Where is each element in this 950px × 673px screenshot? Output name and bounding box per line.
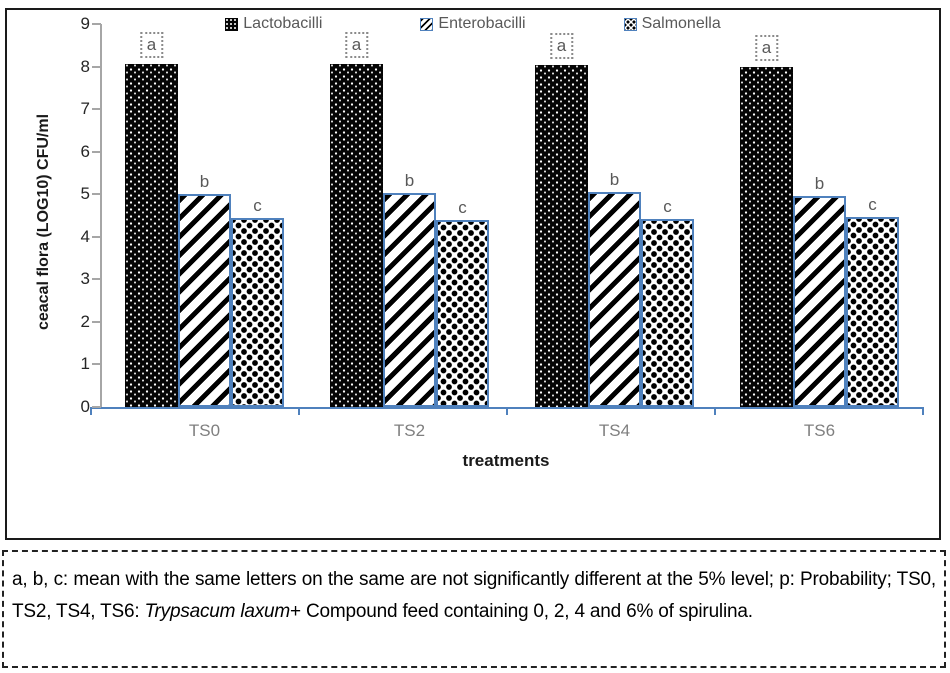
y-tick-label: 4 (80, 226, 90, 246)
significance-letter-b: b (404, 171, 415, 190)
y-tick-mark (92, 320, 101, 323)
significance-letter-b: b (609, 170, 620, 189)
y-tick-label: 5 (80, 184, 90, 204)
y-tick-mark (92, 406, 101, 408)
x-tick-mark (506, 407, 508, 415)
chart-frame: Lactobacilli Enterobacilli Salmonella ce… (5, 8, 941, 540)
y-tick-mark (92, 65, 101, 68)
significance-letter-a: a (344, 32, 369, 58)
bar-lactobacilli-ts0: a (125, 32, 178, 407)
salmonella-swatch-icon (623, 17, 637, 31)
x-category-labels: TS0 TS2 TS4 TS6 (102, 421, 922, 441)
caption-text: a, b, c: mean with the same letters on t… (12, 564, 936, 628)
x-tick-mark (922, 407, 924, 415)
x-tick-mark (714, 407, 716, 415)
x-category-label-ts4: TS4 (598, 421, 631, 440)
bar-enterobacilli-ts2: b (383, 172, 436, 407)
legend-item-salmonella: Salmonella (623, 15, 721, 33)
caption-segment-2: + Compound feed containing 0, 2, 4 and 6… (290, 600, 753, 622)
significance-letter-a: a (139, 32, 164, 58)
significance-letter-c: c (458, 198, 467, 217)
y-tick-mark (92, 363, 101, 366)
y-tick-mark (92, 278, 101, 281)
bar-enterobacilli-ts0: b (178, 173, 231, 407)
bar-group-ts6: a b c (717, 24, 922, 407)
y-tick-mark (92, 150, 101, 153)
bar-salmonella-ts0: c (231, 197, 284, 407)
caption-box: a, b, c: mean with the same letters on t… (2, 550, 946, 668)
caption-species-italic: Trypsacum laxum (144, 600, 291, 622)
y-tick-mark (92, 108, 101, 111)
y-tick-mark (92, 193, 101, 196)
legend-label-salmonella: Salmonella (641, 15, 721, 32)
legend-label-lactobacilli: Lactobacilli (243, 15, 323, 32)
bar-lactobacilli-ts4: a (535, 33, 588, 407)
significance-letter-b: b (814, 174, 825, 193)
y-tick-label: 2 (80, 311, 90, 331)
significance-letter-c: c (663, 197, 672, 216)
significance-letter-c: c (868, 195, 877, 214)
y-tick-mark (92, 235, 101, 238)
significance-letter-a: a (754, 35, 779, 61)
y-axis-title: ceacal flora (LOG10) CFU/ml (35, 113, 52, 331)
y-tick-label: 3 (80, 269, 90, 289)
bar-lactobacilli-ts6: a (740, 35, 793, 407)
bar-groups: a b c a b c a b c a b c (102, 24, 922, 407)
y-tick-label: 1 (80, 354, 90, 374)
y-tick-label: 6 (80, 141, 90, 161)
x-category-label-ts0: TS0 (188, 421, 221, 440)
caption-segment-1: a, b, c: mean with the same letters on t… (12, 569, 936, 622)
significance-letter-c: c (253, 196, 262, 215)
bar-salmonella-ts6: c (846, 196, 899, 407)
bar-group-ts4: a b c (512, 24, 717, 407)
bar-group-ts0: a b c (102, 24, 307, 407)
significance-letter-a: a (549, 33, 574, 59)
bar-enterobacilli-ts6: b (793, 175, 846, 407)
x-tick-mark (298, 407, 300, 415)
plot-area: a b c a b c a b c a b c TS0 TS2 TS4 TS6 treatments 0 1 2… (81, 14, 924, 470)
bar-salmonella-ts2: c (436, 199, 489, 407)
enterobacilli-swatch-icon (420, 17, 434, 31)
y-tick-label: 9 (80, 14, 90, 33)
x-category-label-ts2: TS2 (393, 421, 426, 440)
y-tick-label: 8 (80, 56, 90, 76)
legend-item-enterobacilli: Enterobacilli (420, 15, 526, 33)
y-tick-label: 0 (80, 397, 90, 416)
bar-lactobacilli-ts2: a (330, 32, 383, 407)
bar-salmonella-ts4: c (641, 198, 694, 407)
significance-letter-b: b (199, 172, 210, 191)
x-category-label-ts6: TS6 (803, 421, 836, 440)
chart-legend: Lactobacilli Enterobacilli Salmonella (7, 15, 939, 33)
x-tick-mark (90, 407, 92, 415)
y-tick-label: 7 (80, 99, 90, 119)
legend-item-lactobacilli: Lactobacilli (225, 15, 322, 33)
bar-group-ts2: a b c (307, 24, 512, 407)
bar-enterobacilli-ts4: b (588, 171, 641, 407)
y-tick-mark (92, 23, 101, 25)
legend-label-enterobacilli: Enterobacilli (438, 15, 526, 32)
y-axis-line (100, 24, 102, 407)
lactobacilli-swatch-icon (225, 17, 239, 31)
x-axis-title: treatments (462, 451, 550, 470)
